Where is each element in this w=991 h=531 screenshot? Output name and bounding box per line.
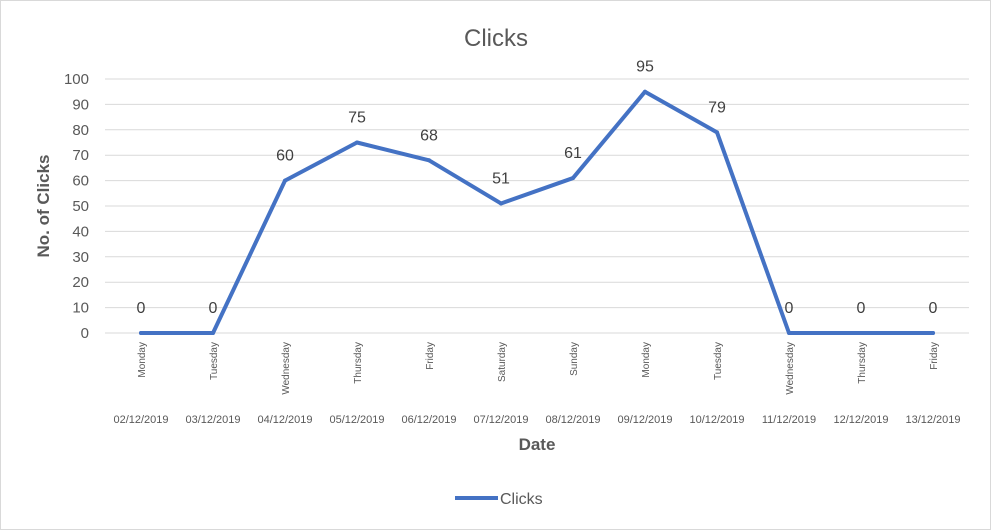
series-line: [139, 89, 935, 335]
data-point: [427, 158, 431, 163]
data-label: 51: [492, 170, 510, 187]
data-label: 61: [564, 145, 582, 162]
y-axis-ticks: 0 10 20 30 40 50 60 70 80 90 100: [64, 71, 89, 342]
data-point: [139, 331, 143, 335]
y-tick-label: 80: [72, 122, 89, 139]
data-label: 79: [708, 99, 726, 116]
x-tick-date-label: 08/12/2019: [545, 414, 600, 426]
data-label: 0: [857, 300, 866, 317]
data-point: [211, 331, 215, 335]
x-tick-date-label: 07/12/2019: [473, 414, 528, 426]
data-label: 0: [929, 300, 938, 317]
y-tick-label: 50: [72, 198, 89, 215]
x-tick-day-label: Thursday: [857, 342, 868, 384]
x-tick-date-label: 11/12/2019: [762, 414, 816, 426]
data-label: 0: [137, 300, 146, 317]
data-labels: 0 0 60 75 68 51 61 95 79 0 0 0: [137, 59, 938, 317]
data-label: 75: [348, 110, 366, 127]
data-point: [931, 331, 935, 335]
legend: Clicks: [455, 491, 543, 508]
x-axis-title: Date: [519, 435, 556, 454]
x-tick-date-label: 09/12/2019: [617, 414, 672, 426]
x-tick-date-label: 06/12/2019: [401, 414, 456, 426]
data-label: 60: [276, 148, 294, 165]
x-tick-day-label: Monday: [137, 342, 148, 378]
y-tick-label: 30: [72, 249, 89, 266]
x-tick-date-label: 04/12/2019: [257, 414, 312, 426]
x-tick-day-label: Saturday: [497, 342, 508, 382]
legend-label-clicks: Clicks: [500, 491, 543, 508]
x-tick-day-label: Tuesday: [713, 342, 724, 380]
x-tick-date-label: 05/12/2019: [329, 414, 384, 426]
chart-title: Clicks: [464, 25, 528, 52]
data-label: 0: [209, 300, 218, 317]
x-tick-date-label: 12/12/2019: [833, 414, 888, 426]
data-point: [499, 201, 503, 206]
x-tick-day-label: Friday: [929, 342, 940, 370]
data-point: [715, 130, 719, 135]
y-axis-title: No. of Clicks: [34, 155, 53, 258]
y-tick-label: 20: [72, 274, 89, 291]
data-point: [571, 176, 575, 181]
x-tick-date-label: 13/12/2019: [905, 414, 960, 426]
data-point: [643, 89, 647, 94]
data-point: [859, 331, 863, 335]
data-point: [283, 178, 287, 183]
x-tick-day-label: Wednesday: [785, 342, 796, 395]
x-tick-date-label: 03/12/2019: [185, 414, 240, 426]
data-point: [787, 331, 791, 335]
y-tick-label: 60: [72, 173, 89, 190]
series-clicks: [139, 89, 935, 335]
y-tick-label: 40: [72, 223, 89, 240]
x-tick-day-label: Friday: [425, 342, 436, 370]
data-label: 0: [785, 300, 794, 317]
y-tick-label: 70: [72, 147, 89, 164]
x-tick-day-label: Monday: [641, 342, 652, 378]
data-label: 68: [420, 127, 438, 144]
gridlines: [105, 78, 969, 334]
x-tick-day-label: Thursday: [353, 342, 364, 384]
x-tick-day-label: Sunday: [569, 342, 580, 376]
data-label: 95: [636, 59, 654, 76]
x-tick-day-label: Wednesday: [281, 342, 292, 395]
x-tick-date-label: 10/12/2019: [689, 414, 744, 426]
x-tick-date-label: 02/12/2019: [113, 414, 168, 426]
data-point: [355, 140, 359, 145]
y-tick-label: 0: [81, 325, 89, 342]
y-tick-label: 100: [64, 71, 89, 88]
x-tick-day-label: Tuesday: [209, 342, 220, 380]
y-tick-label: 90: [72, 96, 89, 113]
x-axis-ticks: Monday 02/12/2019 Tuesday 03/12/2019 Wednesd…: [113, 342, 960, 426]
y-tick-label: 10: [72, 300, 89, 317]
